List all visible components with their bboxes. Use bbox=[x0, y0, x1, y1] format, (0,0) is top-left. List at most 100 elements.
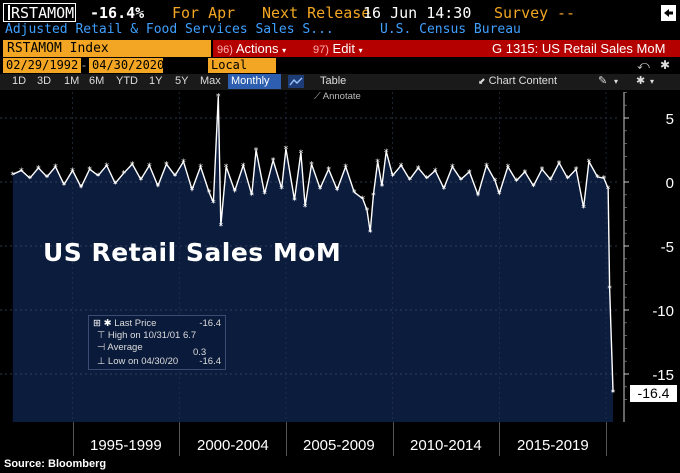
settings-dropdown-icon[interactable]: ▾ bbox=[650, 77, 655, 86]
data-point: * bbox=[343, 163, 348, 173]
undo-icon[interactable]: ⤺ bbox=[637, 58, 650, 72]
data-point: * bbox=[113, 180, 118, 190]
data-point: * bbox=[104, 162, 109, 172]
legend-avg-row: ⊣ Average bbox=[97, 342, 225, 353]
x-separator bbox=[179, 422, 180, 456]
currency-field[interactable]: Local CCY bbox=[208, 58, 276, 87]
edit-pencil-icon[interactable]: ✎ bbox=[598, 75, 608, 87]
data-point: * bbox=[425, 175, 430, 185]
data-point: * bbox=[497, 190, 502, 200]
settings-icon[interactable]: ✱ bbox=[660, 58, 671, 72]
range-ytd[interactable]: YTD bbox=[116, 75, 138, 87]
annotate-button[interactable]: ⟋ Annotate bbox=[314, 91, 361, 102]
period-label: For Apr bbox=[172, 4, 236, 22]
x-tick-label: 2010-2014 bbox=[410, 437, 482, 454]
data-point: * bbox=[207, 189, 212, 199]
legend-last-value: -16.4 bbox=[199, 318, 221, 329]
legend-high-row: ⊤ High on 10/31/01 6.7 bbox=[97, 330, 225, 341]
legend-low-icon: ⊥ bbox=[97, 356, 106, 367]
survey-value: -- bbox=[557, 4, 576, 22]
data-point: * bbox=[459, 176, 464, 186]
data-point: * bbox=[87, 166, 92, 176]
data-point: * bbox=[607, 285, 612, 295]
data-point: * bbox=[523, 168, 528, 178]
x-separator bbox=[286, 422, 287, 456]
end-date-field[interactable]: 04/30/2020 bbox=[89, 58, 164, 73]
start-date-field[interactable]: 02/29/1992 bbox=[3, 58, 81, 73]
data-point: * bbox=[216, 93, 221, 103]
legend-box[interactable]: ⊞ ✱ Last Price -16.4 ⊤ High on 10/31/01 … bbox=[88, 315, 226, 370]
data-point: * bbox=[416, 164, 421, 174]
ticker-field[interactable]: RSTAMOM bbox=[3, 3, 76, 22]
legend-last-label: Last Price bbox=[114, 318, 157, 329]
data-point: * bbox=[45, 173, 50, 183]
legend-avg-value: 0.3 bbox=[193, 347, 207, 358]
data-point: * bbox=[602, 175, 607, 185]
x-tick-label: 2005-2009 bbox=[303, 437, 375, 454]
data-point: * bbox=[96, 172, 101, 182]
x-tick-label: 1995-1999 bbox=[90, 437, 162, 454]
date-separator: - bbox=[82, 58, 86, 72]
data-point: * bbox=[368, 228, 373, 238]
chart-content-button[interactable]: ⬋ Chart Content bbox=[478, 74, 557, 89]
data-point: * bbox=[303, 203, 308, 213]
frequency-select[interactable]: Monthly ▼ bbox=[228, 74, 281, 101]
y-tick-label: -5 bbox=[661, 239, 674, 256]
data-point: * bbox=[156, 182, 161, 192]
range-6m[interactable]: 6M bbox=[89, 75, 105, 87]
x-separator bbox=[73, 422, 74, 456]
data-point: * bbox=[241, 162, 246, 172]
last-price-tag: -16.4 bbox=[630, 385, 677, 402]
data-point: * bbox=[484, 162, 489, 172]
legend-high-icon: ⊤ bbox=[97, 330, 106, 341]
data-point: * bbox=[232, 187, 237, 197]
data-point: * bbox=[450, 163, 455, 173]
data-point: * bbox=[540, 166, 545, 176]
data-point: * bbox=[122, 170, 127, 180]
annotate-icon: ⟋ bbox=[314, 91, 321, 102]
data-point: * bbox=[62, 181, 67, 191]
range-1y[interactable]: 1Y bbox=[149, 75, 163, 87]
range-max[interactable]: Max bbox=[200, 75, 221, 87]
data-point: * bbox=[53, 163, 58, 173]
range-1m[interactable]: 1M bbox=[64, 75, 80, 87]
data-point: * bbox=[371, 191, 376, 201]
y-tick-label: -10 bbox=[652, 303, 674, 320]
pencil-dropdown-icon[interactable]: ▾ bbox=[614, 77, 619, 86]
range-3d[interactable]: 3D bbox=[37, 75, 52, 87]
function-bar: RSTAMOM Index 96) Actions ▾ 97) Edit ▾ G… bbox=[0, 40, 680, 57]
change-value: -16.4% bbox=[90, 4, 145, 22]
line-chart-icon bbox=[289, 77, 303, 86]
data-point: * bbox=[28, 175, 33, 185]
actions-menu[interactable]: 96) Actions ▾ bbox=[217, 40, 286, 59]
data-point: * bbox=[147, 162, 152, 172]
data-point: * bbox=[284, 145, 289, 155]
index-name-field[interactable]: RSTAMOM Index bbox=[3, 40, 211, 57]
data-point: * bbox=[531, 182, 536, 192]
data-point: * bbox=[442, 185, 447, 195]
legend-marker-icon: ⊞ ✱ bbox=[93, 318, 112, 329]
source-agency: U.S. Census Bureau bbox=[380, 22, 521, 37]
next-release-label: Next Release bbox=[262, 4, 371, 22]
data-point: * bbox=[467, 168, 472, 178]
range-5y[interactable]: 5Y bbox=[175, 75, 189, 87]
data-point: * bbox=[164, 161, 169, 171]
data-point: * bbox=[279, 185, 284, 195]
data-point: * bbox=[384, 148, 389, 158]
table-button[interactable]: Table bbox=[320, 75, 347, 87]
line-chart-button[interactable] bbox=[288, 75, 304, 88]
edit-menu[interactable]: 97) Edit ▾ bbox=[313, 40, 363, 59]
legend-low-value: -16.4 bbox=[199, 356, 221, 367]
x-tick-label: 2015-2019 bbox=[517, 437, 589, 454]
data-point: * bbox=[595, 173, 600, 183]
data-point: * bbox=[181, 158, 186, 168]
data-point: * bbox=[292, 196, 297, 206]
edit-dropdown-icon: ▾ bbox=[358, 46, 363, 55]
range-1d[interactable]: 1D bbox=[12, 75, 27, 87]
back-icon[interactable] bbox=[661, 5, 676, 21]
data-point: * bbox=[587, 158, 592, 168]
chart-settings-icon[interactable]: ✱ bbox=[636, 75, 646, 87]
y-tick-label: 0 bbox=[666, 175, 674, 192]
actions-label: Actions bbox=[235, 41, 279, 56]
data-point: * bbox=[380, 182, 385, 192]
